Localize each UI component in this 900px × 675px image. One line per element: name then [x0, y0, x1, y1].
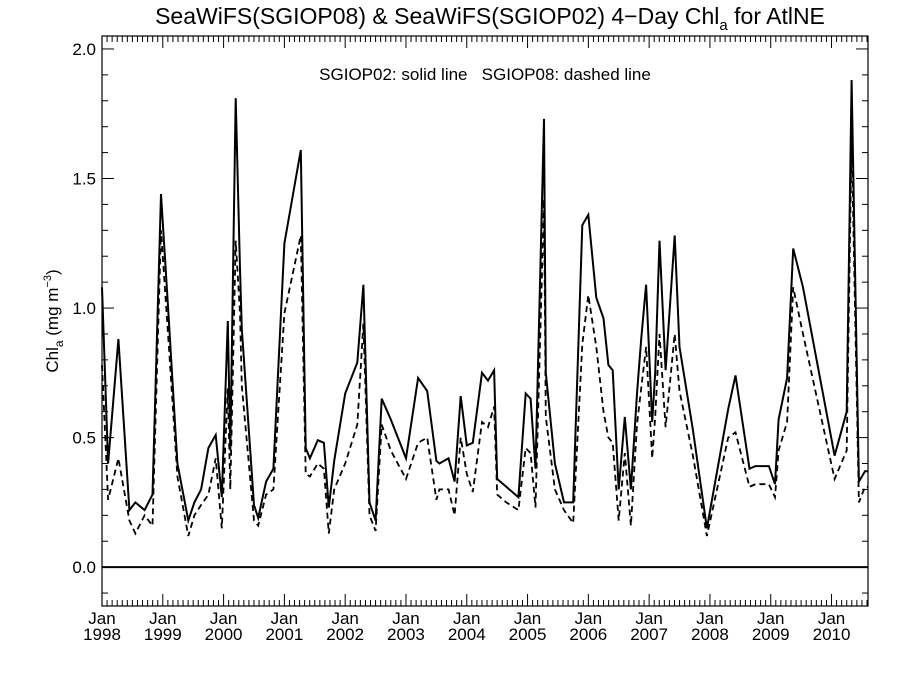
x-tick-year-label: 2010 — [813, 625, 851, 644]
plot-frame — [101, 35, 869, 607]
x-tick-month-label: Jan — [757, 609, 784, 628]
y-tick-label: 2.0 — [72, 40, 96, 59]
y-axis-label-sub: a — [52, 340, 66, 347]
legend-note: SGIOP02: solid line SGIOP08: dashed line — [319, 65, 651, 84]
x-tick-year-label: 2002 — [326, 625, 364, 644]
series-line-sgiop08 — [101, 136, 868, 537]
series-line-sgiop02 — [101, 79, 868, 529]
y-tick-label: 0.0 — [72, 558, 96, 577]
x-tick-year-label: 1999 — [144, 625, 182, 644]
x-tick-year-label: 2009 — [752, 625, 790, 644]
x-tick-year-label: 2008 — [691, 625, 729, 644]
x-tick-year-label: 2003 — [387, 625, 425, 644]
x-tick-month-label: Jan — [453, 609, 480, 628]
y-axis-label: Chla (mg m−3) — [42, 269, 66, 372]
x-tick-year-label: 2004 — [448, 625, 486, 644]
x-tick-year-label: 2001 — [265, 625, 303, 644]
x-tick-month-label: Jan — [514, 609, 541, 628]
x-tick-month-label: Jan — [392, 609, 419, 628]
x-tick-month-label: Jan — [149, 609, 176, 628]
chart-title: SeaWiFS(SGIOP08) & SeaWiFS(SGIOP02) 4−Da… — [155, 3, 825, 34]
y-axis-label-mid: (mg m — [43, 288, 62, 341]
y-tick-label: 0.5 — [72, 429, 96, 448]
x-tick-month-label: Jan — [818, 609, 845, 628]
x-tick-year-label: 2007 — [630, 625, 668, 644]
x-tick-month-label: Jan — [575, 609, 602, 628]
y-tick-label: 1.0 — [72, 299, 96, 318]
x-tick-year-label: 2000 — [205, 625, 243, 644]
x-tick-month-label: Jan — [635, 609, 662, 628]
x-tick-month-label: Jan — [331, 609, 358, 628]
x-tick-month-label: Jan — [210, 609, 237, 628]
series-group — [101, 79, 868, 537]
y-tick-label: 1.5 — [72, 170, 96, 189]
x-tick-month-label: Jan — [271, 609, 298, 628]
chart-title-post: for AtlNE — [728, 3, 825, 29]
x-tick-month-label: Jan — [88, 609, 115, 628]
x-tick-year-label: 2005 — [509, 625, 547, 644]
x-tick-year-label: 1998 — [83, 625, 121, 644]
chart-title-pre: SeaWiFS(SGIOP08) & SeaWiFS(SGIOP02) 4−Da… — [155, 3, 719, 29]
chart-title-sub: a — [719, 17, 728, 34]
x-tick-month-label: Jan — [696, 609, 723, 628]
y-axis-label-pre: Chl — [43, 347, 62, 373]
x-tick-year-label: 2006 — [569, 625, 607, 644]
y-axis-label-post: ) — [43, 269, 62, 275]
axis-ticks: 0.00.51.01.52.0Jan1998Jan1999Jan2000Jan2… — [72, 36, 868, 644]
y-axis-label-sup: −3 — [42, 275, 54, 288]
